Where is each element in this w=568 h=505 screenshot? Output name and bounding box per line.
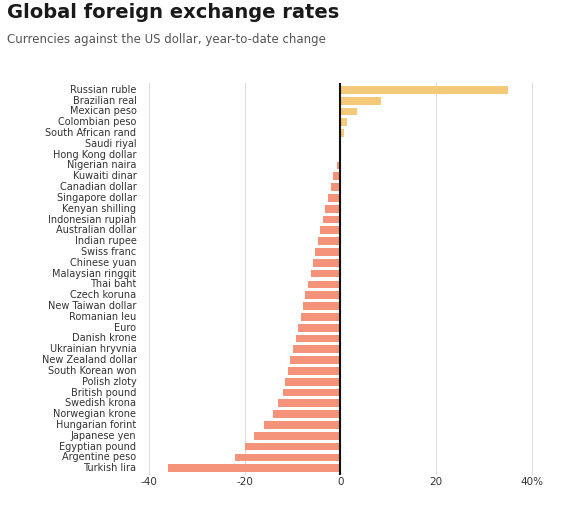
- Bar: [303, 302, 340, 310]
- Bar: [285, 378, 340, 386]
- Bar: [337, 162, 340, 169]
- Bar: [340, 129, 344, 137]
- Bar: [306, 291, 340, 299]
- Bar: [296, 335, 340, 342]
- Bar: [313, 259, 340, 267]
- Bar: [254, 432, 340, 440]
- Bar: [331, 183, 340, 191]
- Bar: [340, 108, 357, 115]
- Bar: [340, 97, 381, 105]
- Bar: [283, 389, 340, 396]
- Bar: [278, 399, 340, 407]
- Bar: [328, 194, 340, 202]
- Bar: [320, 226, 340, 234]
- Bar: [333, 172, 340, 180]
- Text: Global foreign exchange rates: Global foreign exchange rates: [7, 3, 340, 22]
- Bar: [290, 356, 340, 364]
- Bar: [293, 345, 340, 353]
- Bar: [273, 410, 340, 418]
- Bar: [315, 248, 340, 256]
- Bar: [287, 367, 340, 375]
- Bar: [308, 280, 340, 288]
- Bar: [235, 453, 340, 461]
- Bar: [340, 118, 348, 126]
- Bar: [300, 313, 340, 321]
- Bar: [244, 443, 340, 450]
- Bar: [340, 86, 508, 94]
- Text: Currencies against the US dollar, year-to-date change: Currencies against the US dollar, year-t…: [7, 33, 326, 46]
- Bar: [318, 237, 340, 245]
- Bar: [298, 324, 340, 332]
- Bar: [168, 464, 340, 472]
- Bar: [339, 151, 340, 159]
- Bar: [311, 270, 340, 278]
- Bar: [325, 205, 340, 213]
- Bar: [323, 216, 340, 223]
- Bar: [264, 421, 340, 429]
